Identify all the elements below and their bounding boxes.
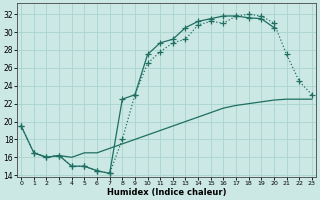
X-axis label: Humidex (Indice chaleur): Humidex (Indice chaleur): [107, 188, 226, 197]
